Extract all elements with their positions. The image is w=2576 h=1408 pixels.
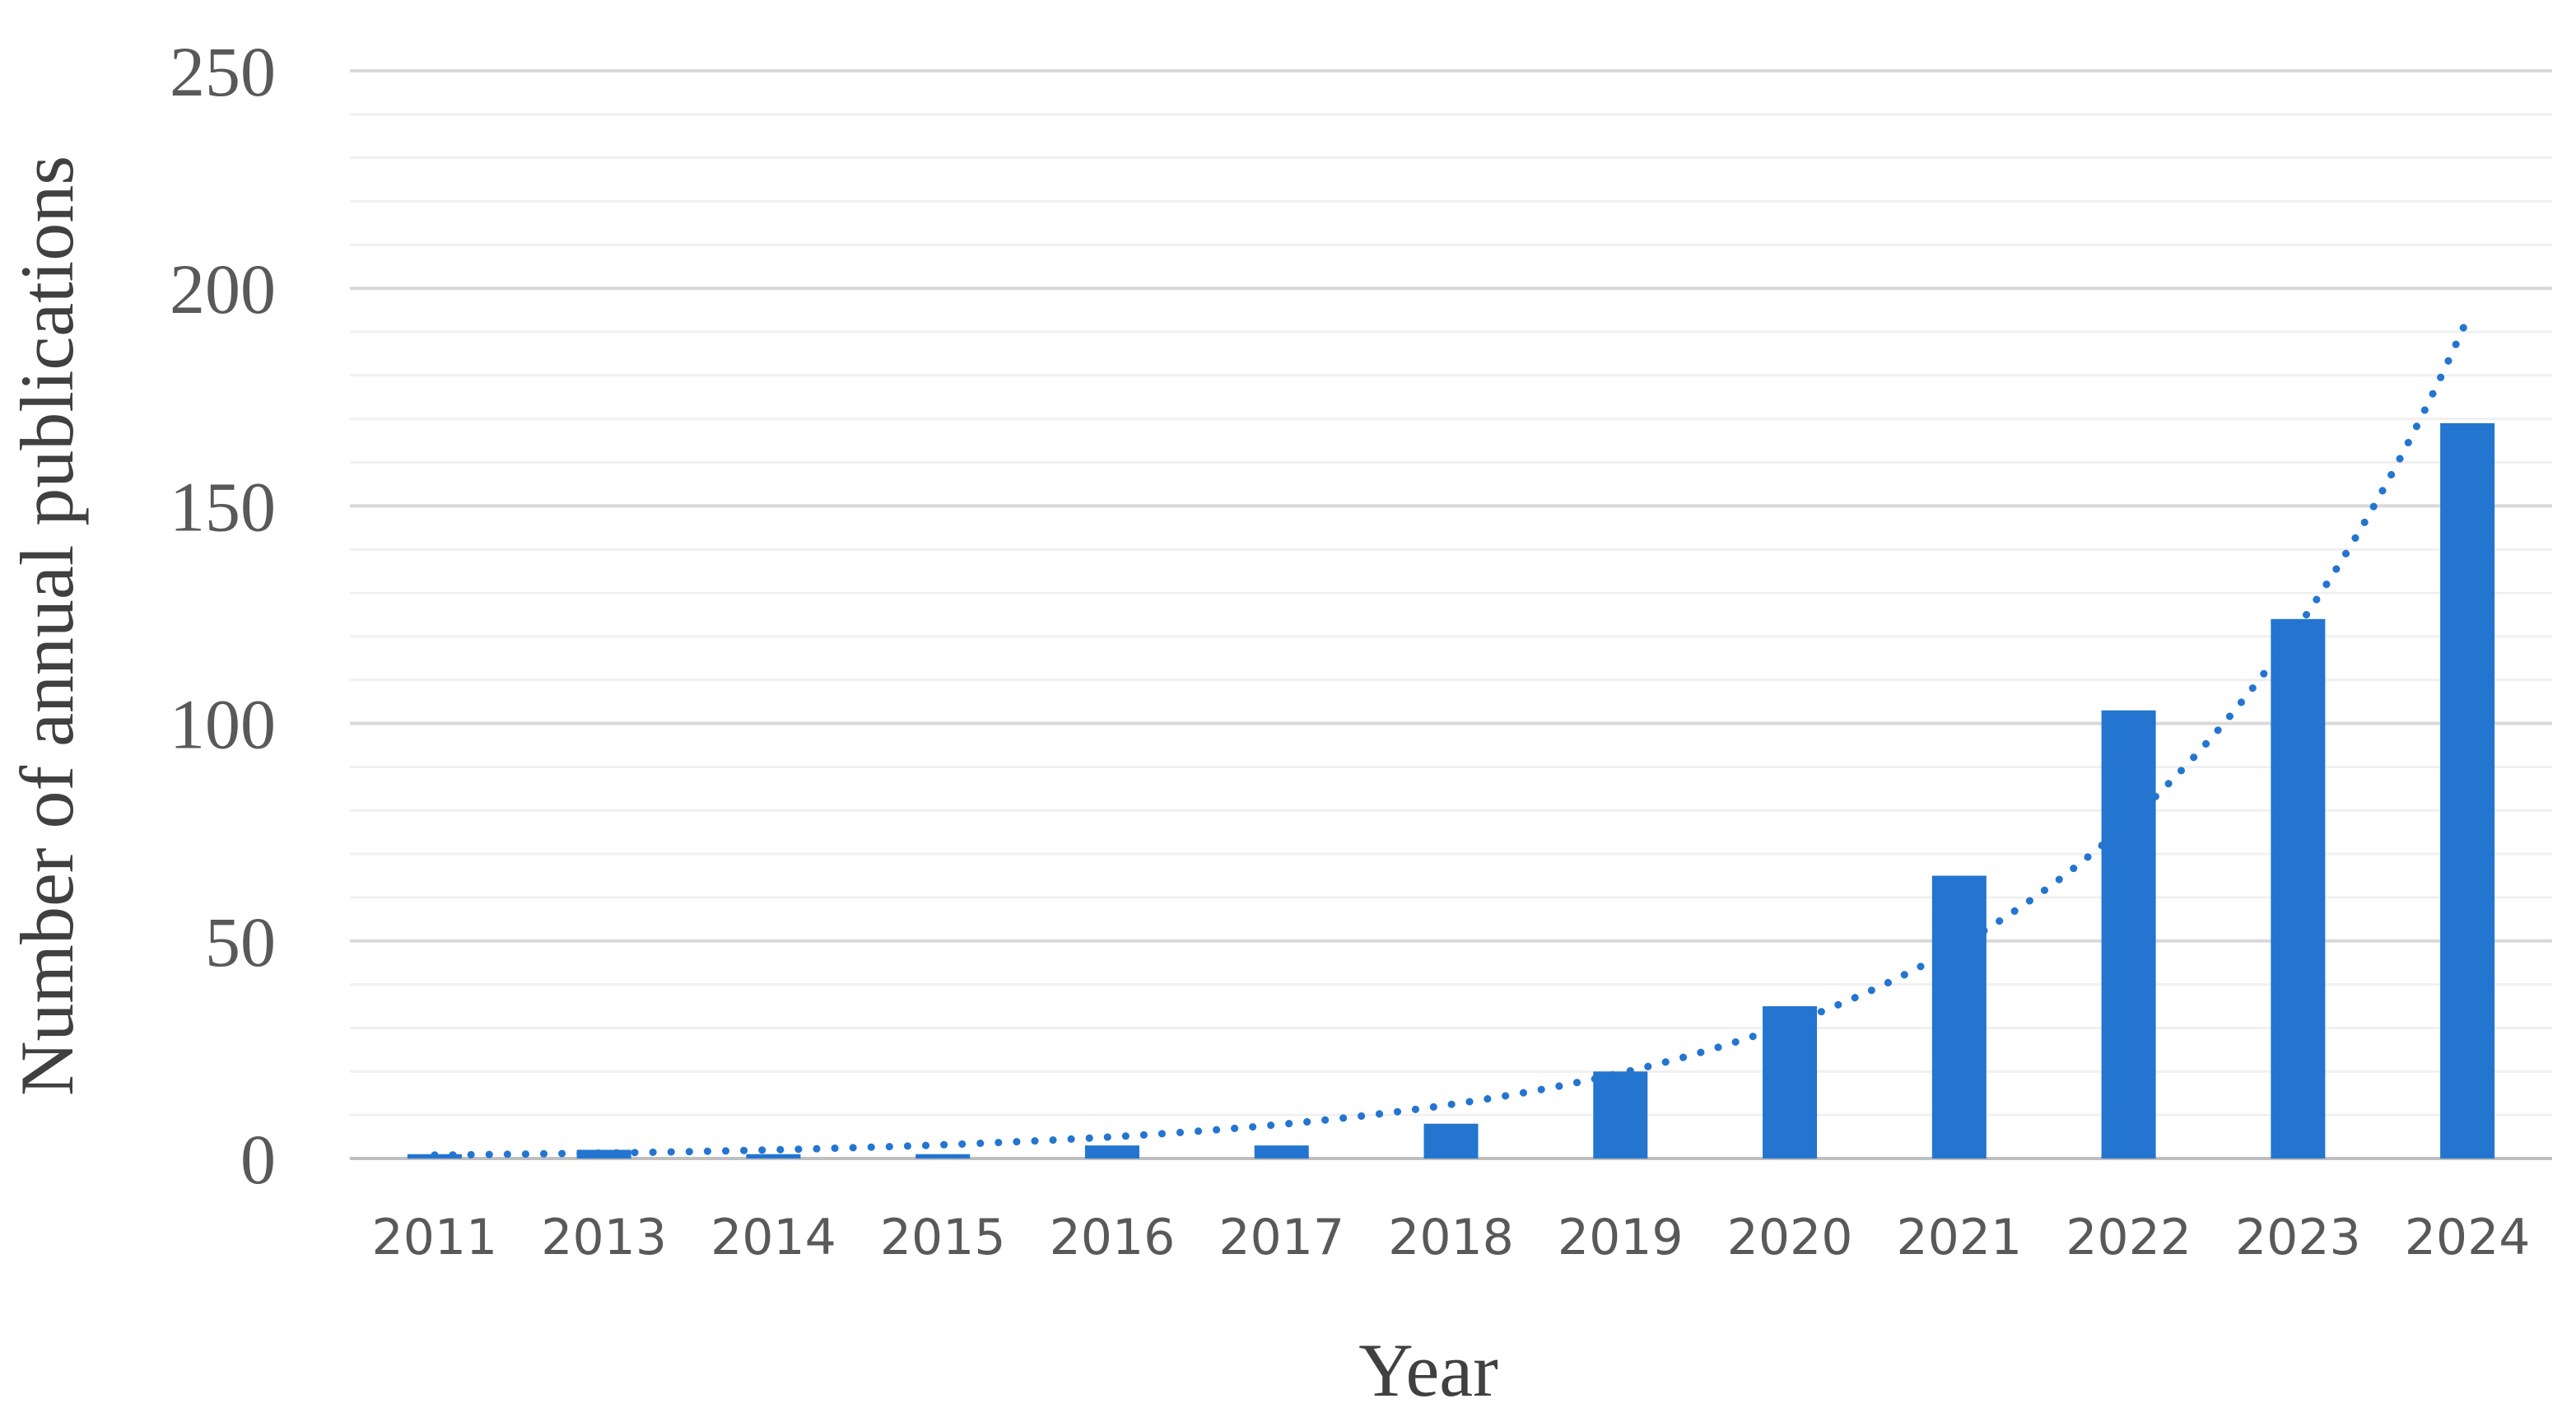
trendline-layer (431, 315, 2471, 1159)
bar (2271, 618, 2326, 1159)
bar (576, 1149, 631, 1159)
x-tick-label: 2011 (372, 1209, 498, 1266)
x-tick-label: 2016 (1050, 1209, 1176, 1266)
x-tick-label: 2019 (1558, 1209, 1684, 1266)
x-axis-ticks: 2011 2013 2014 2015 2016 2017 2018 2019 2020 2021… (372, 1209, 2531, 1266)
x-tick-label: 2017 (1218, 1209, 1344, 1266)
bar (1254, 1145, 1309, 1159)
bar (2440, 423, 2495, 1159)
x-axis-title: Year (1358, 1328, 1498, 1408)
x-tick-label: 2022 (2066, 1209, 2192, 1266)
x-tick-label: 2020 (1727, 1209, 1853, 1266)
bars (407, 423, 2495, 1159)
y-axis-title: Number of annual publications (5, 156, 89, 1096)
y-tick-label: 50 (205, 902, 276, 981)
bar (746, 1154, 801, 1159)
grid (350, 69, 2552, 1160)
x-tick-label: 2018 (1388, 1209, 1514, 1266)
y-axis-ticks: 0 50 100 150 200 250 (170, 32, 276, 1199)
x-tick-label: 2013 (541, 1209, 667, 1266)
y-tick-label: 100 (170, 685, 276, 764)
bar (1593, 1071, 1648, 1159)
trendline (431, 315, 2471, 1159)
x-tick-label: 2024 (2405, 1209, 2531, 1266)
bar (1423, 1123, 1479, 1159)
y-tick-label: 0 (240, 1120, 276, 1199)
x-tick-label: 2021 (1896, 1209, 2022, 1266)
bar (1931, 875, 1987, 1159)
x-tick-label: 2015 (880, 1209, 1006, 1266)
x-tick-label: 2014 (710, 1209, 836, 1266)
bar (915, 1154, 971, 1159)
y-tick-label: 250 (170, 32, 276, 111)
y-tick-label: 150 (170, 467, 276, 546)
bar (1084, 1145, 1139, 1159)
x-tick-label: 2023 (2235, 1209, 2361, 1266)
bar (2101, 710, 2156, 1159)
y-tick-label: 200 (170, 249, 276, 329)
